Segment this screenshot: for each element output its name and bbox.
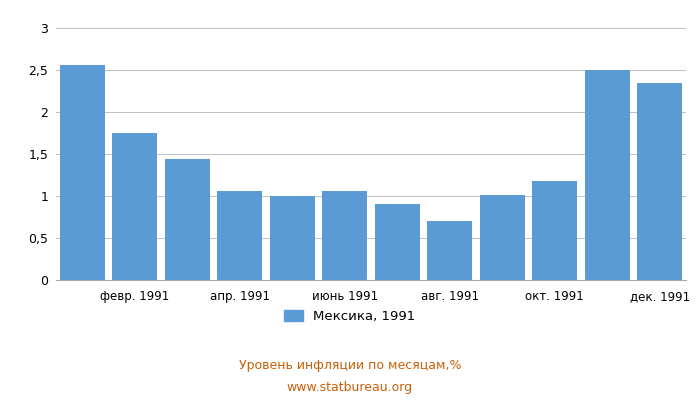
Bar — [113, 133, 157, 280]
Bar — [533, 181, 577, 280]
Text: Уровень инфляции по месяцам,%: Уровень инфляции по месяцам,% — [239, 360, 461, 372]
Bar — [638, 83, 682, 280]
Bar — [165, 159, 209, 280]
Legend: Мексика, 1991: Мексика, 1991 — [284, 310, 416, 324]
Bar — [480, 195, 524, 280]
Bar — [428, 221, 472, 280]
Text: www.statbureau.org: www.statbureau.org — [287, 382, 413, 394]
Bar — [218, 191, 262, 280]
Bar — [60, 65, 104, 280]
Bar — [270, 196, 314, 280]
Bar — [323, 191, 367, 280]
Bar — [585, 70, 629, 280]
Bar — [375, 204, 419, 280]
